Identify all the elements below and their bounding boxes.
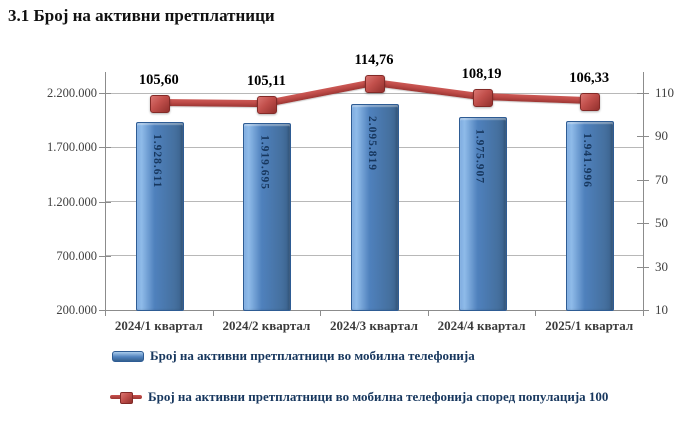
y2-axis-tick <box>637 266 649 268</box>
category-label: 2024/1 квартал <box>114 318 203 333</box>
x-axis-tick <box>427 310 429 316</box>
bar <box>566 120 615 311</box>
y2-axis-tick-label: 90 <box>655 128 668 144</box>
legend-label-line: Број на активни претплатници во мобилна … <box>148 389 609 404</box>
line-marker <box>580 92 601 111</box>
bar-value-label: 2.095.819 <box>366 116 378 172</box>
line-series-swatch <box>110 389 142 405</box>
y-axis-tick-label: 2.200.000 <box>47 86 97 100</box>
y2-axis-tick-label: 10 <box>655 302 668 317</box>
y-axis-tick <box>99 255 111 257</box>
x-axis-tick <box>643 310 644 316</box>
bar-value-label: 1.919.695 <box>258 135 271 191</box>
bar-value-label: 1.941.996 <box>581 132 594 188</box>
line-marker <box>365 74 385 93</box>
line-value-label: 108,19 <box>461 65 502 82</box>
y2-axis-tick <box>637 136 649 138</box>
category-label: 2025/1 квартал <box>545 318 634 333</box>
category-label: 2024/2 квартал <box>222 318 311 333</box>
y2-axis-tick-label: 70 <box>655 171 668 187</box>
legend-item-bars: Број на активни претплатници во мобилна … <box>112 348 475 364</box>
y2-axis-tick-label: 110 <box>655 85 675 100</box>
x-axis-tick <box>535 310 537 316</box>
bar-value-label: 1.975.907 <box>473 129 486 185</box>
y2-axis-tick <box>637 223 649 225</box>
line-value-label: 105,60 <box>138 71 179 88</box>
bar-series-swatch <box>112 350 144 362</box>
y2-axis-tick <box>637 93 649 94</box>
x-axis-tick <box>105 310 106 316</box>
y-axis-tick-label: 200.000 <box>56 303 97 317</box>
line-value-label: 105,11 <box>246 72 286 89</box>
line-segment <box>481 93 590 105</box>
line-value-label: 114,76 <box>354 51 394 68</box>
y-axis-tick <box>99 93 111 94</box>
bar <box>458 117 507 311</box>
legend-item-line: Број на активни претплатници во мобилна … <box>110 389 608 405</box>
line-segment <box>158 99 267 108</box>
bar <box>135 122 184 311</box>
y-axis-tick-label: 1.200.000 <box>47 194 97 209</box>
bar-value-label: 1.928.611 <box>150 134 163 189</box>
x-axis-tick <box>212 310 214 316</box>
category-label: 2024/3 квартал <box>330 318 418 333</box>
bar <box>243 123 292 311</box>
gridline <box>105 92 643 94</box>
y-axis-tick-label: 700.000 <box>56 248 97 263</box>
y-axis-line <box>105 72 106 310</box>
line-value-label: 106,33 <box>569 69 610 86</box>
y2-axis-tick <box>637 179 649 181</box>
line-marker <box>149 94 170 113</box>
category-label: 2024/4 квартал <box>437 318 526 333</box>
y2-axis-tick-label: 30 <box>655 258 668 274</box>
legend-label-bars: Број на активни претплатници во мобилна … <box>150 348 475 363</box>
y2-axis-tick-label: 50 <box>655 215 668 231</box>
y-axis-tick-label: 1.700.000 <box>47 140 97 155</box>
line-marker <box>472 88 493 107</box>
y-axis-tick <box>99 201 111 203</box>
line-marker <box>257 95 278 114</box>
y2-axis-line <box>643 72 644 310</box>
y-axis-tick <box>99 147 111 149</box>
x-axis-tick <box>320 310 322 316</box>
bar <box>351 104 399 311</box>
chart-title: 3.1 Број на активни претплатници <box>8 6 275 25</box>
